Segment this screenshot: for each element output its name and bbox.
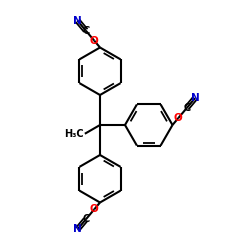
Text: N: N xyxy=(73,16,82,26)
Text: C: C xyxy=(82,26,90,36)
Text: N: N xyxy=(191,93,200,103)
Text: O: O xyxy=(90,204,98,214)
Text: N: N xyxy=(73,224,82,234)
Text: C: C xyxy=(82,214,90,224)
Text: O: O xyxy=(90,36,98,46)
Text: H₃C: H₃C xyxy=(64,129,84,139)
Text: O: O xyxy=(174,113,183,123)
Text: C: C xyxy=(183,103,190,113)
